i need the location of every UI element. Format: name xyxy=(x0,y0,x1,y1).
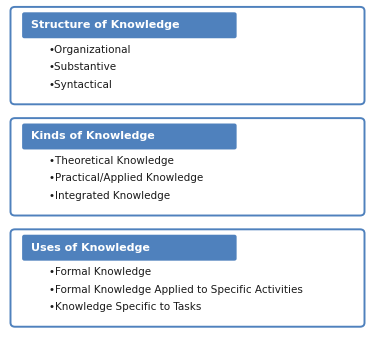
Text: •Theoretical Knowledge: •Theoretical Knowledge xyxy=(49,156,174,166)
FancyBboxPatch shape xyxy=(10,229,364,327)
Text: Structure of Knowledge: Structure of Knowledge xyxy=(31,20,180,30)
FancyBboxPatch shape xyxy=(10,7,364,104)
FancyBboxPatch shape xyxy=(22,235,237,261)
Text: Kinds of Knowledge: Kinds of Knowledge xyxy=(31,131,155,142)
Text: •Formal Knowledge Applied to Specific Activities: •Formal Knowledge Applied to Specific Ac… xyxy=(49,284,303,295)
Text: •Syntactical: •Syntactical xyxy=(49,80,112,90)
Text: Uses of Knowledge: Uses of Knowledge xyxy=(31,243,150,253)
Text: •Formal Knowledge: •Formal Knowledge xyxy=(49,267,151,277)
Text: •Practical/Applied Knowledge: •Practical/Applied Knowledge xyxy=(49,173,203,183)
Text: •Knowledge Specific to Tasks: •Knowledge Specific to Tasks xyxy=(49,302,201,312)
Text: •Integrated Knowledge: •Integrated Knowledge xyxy=(49,191,170,201)
Text: •Organizational: •Organizational xyxy=(49,45,131,55)
FancyBboxPatch shape xyxy=(22,12,237,38)
FancyBboxPatch shape xyxy=(10,118,364,216)
Text: •Substantive: •Substantive xyxy=(49,62,117,72)
FancyBboxPatch shape xyxy=(22,124,237,150)
